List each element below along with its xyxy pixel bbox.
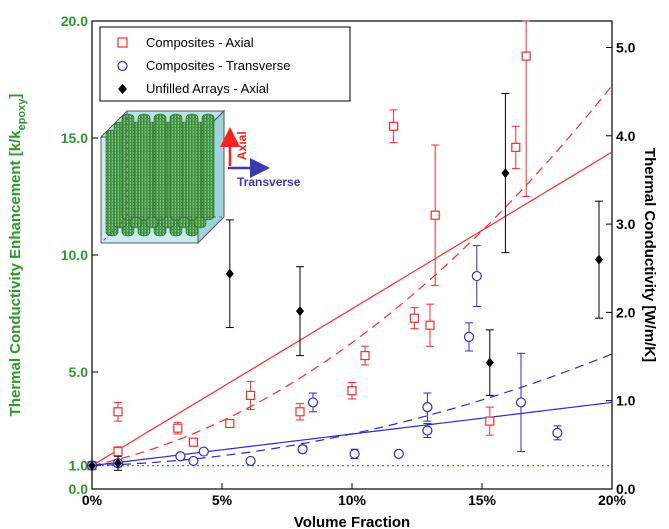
point-unfilled-arrays-axial [88,460,96,471]
cylinder [201,113,215,221]
legend-label-composites-transverse: Composites - Transverse [146,58,291,73]
cylinder [137,113,151,221]
point-composites-axial [113,407,123,417]
point-unfilled-arrays-axial [595,254,603,265]
point-composites-transverse [422,425,433,436]
legend-marker-unfilled-arrays-axial [118,84,127,94]
point-unfilled-arrays-axial [296,306,304,317]
y-right-tick-label: 1.0 [616,393,636,409]
y-right-tick-label: 5.0 [616,39,636,55]
point-composites-axial [521,51,531,61]
point-composites-axial [485,416,495,426]
y-left-tick-label: 10.0 [61,247,88,263]
point-composites-transverse [463,331,475,342]
y-axis-left-title: Thermal Conductivity Enhancement [k/kepo… [7,94,28,417]
point-composites-axial [389,121,399,131]
fit-curve-dashed [91,353,613,467]
inset-cube-illustration: Axial Transverse [99,109,301,245]
nanotube-array [105,113,215,237]
fit-curve-dashed [91,85,613,467]
point-composites-axial [295,407,305,417]
point-composites-transverse [188,455,199,467]
point-composites-transverse [471,270,482,282]
y-right-tick-label: 0.0 [616,481,636,497]
legend-label-composites-axial: Composites - Axial [146,35,254,50]
y-right-tick-label: 3.0 [616,216,636,232]
point-composites-transverse [422,402,433,413]
point-composites-transverse [349,448,360,459]
y-left-tick-label: 5.0 [69,364,89,380]
point-composites-axial [225,418,235,429]
point-composites-axial [113,446,123,457]
x-tick-label: 20% [598,492,627,508]
point-composites-axial [409,313,419,323]
y-left-tick-label: 0.0 [69,481,89,497]
point-composites-transverse [198,446,209,457]
x-tick-label: 15% [468,492,497,508]
fit-curve-solid [91,151,613,467]
axis-ticks: 0% 5% 10% 15% 20%0.01.05.010.015.020.00.01.0… [61,13,636,508]
x-tick-label: 5% [212,492,233,508]
point-composites-axial [246,390,256,400]
legend-box [99,26,351,102]
legend-marker-composites-transverse [117,60,128,72]
point-unfilled-arrays-axial [501,168,510,179]
cylinder [169,113,183,221]
point-composites-transverse [552,427,563,438]
point-composites-axial [430,210,440,220]
y-right-tick-label: 2.0 [616,304,636,320]
point-composites-transverse [393,448,404,459]
axial-label: Axial [235,131,249,160]
transverse-label: Transverse [237,175,301,189]
legend-label-unfilled-arrays-axial: Unfilled Arrays - Axial [146,81,269,96]
point-composites-transverse [175,451,186,462]
point-unfilled-arrays-axial [485,357,494,368]
point-composites-transverse [245,455,256,467]
point-composites-axial [360,351,370,361]
cylinder [121,113,135,221]
x-tick-label: 0% [82,492,103,508]
point-composites-axial [173,423,183,433]
point-composites-axial [425,320,435,330]
point-composites-transverse [297,444,308,455]
y-left-tick-label: 15.0 [61,130,88,146]
legend-marker-composites-axial [117,37,128,48]
x-tick-label: 10% [338,492,367,508]
point-composites-axial [347,386,357,396]
y-left-tick-label: 1.0 [69,458,89,474]
point-unfilled-arrays-axial [225,268,234,279]
point-composites-transverse [515,397,527,408]
point-unfilled-arrays-axial [114,458,122,469]
cube-hidden-edges [100,111,224,244]
y-axis-left-title-sub: epoxy [16,98,28,131]
data-points [86,51,603,471]
point-composites-transverse [307,397,319,408]
cylinder [153,113,167,221]
legend: Composites - Axial Composites - Transver… [99,26,351,102]
point-composites-axial [511,142,521,152]
cylinder [185,113,199,221]
y-left-tick-label: 20.0 [61,13,88,29]
y-axis-right-title: Thermal Conductivity [W/m/K] [641,148,658,362]
x-axis-title: Volume Fraction [294,514,410,529]
y-right-tick-label: 4.0 [616,128,636,144]
point-composites-axial [188,437,198,447]
